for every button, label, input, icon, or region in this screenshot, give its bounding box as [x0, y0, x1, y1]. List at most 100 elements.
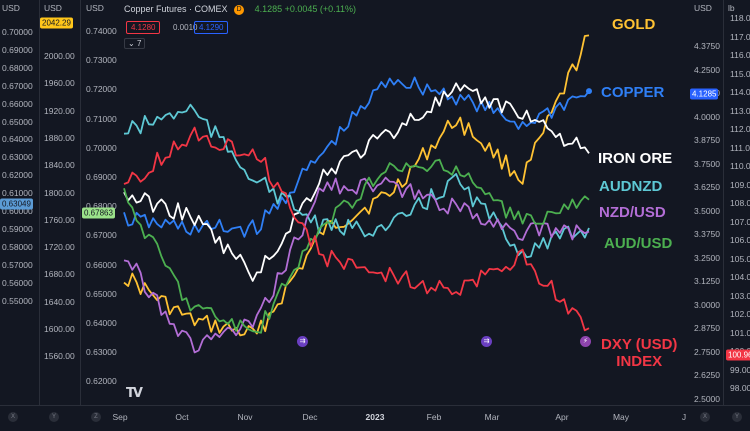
axis-tick-label: 3.8750	[694, 135, 720, 145]
axis-tick-label: 0.63000	[86, 347, 117, 358]
axis-tick-label: 112.00	[730, 124, 750, 134]
axis-tick-label: 104.00	[730, 272, 750, 282]
axis-tick-label: 0.63000	[2, 152, 33, 163]
axis-currency-label: USD	[44, 3, 62, 13]
axis-tick-label: 3.6250	[694, 182, 720, 192]
time-axis-tick: Feb	[426, 412, 442, 422]
time-axis-tick: Oct	[175, 412, 189, 422]
axis-tick-label: 1760.00	[44, 214, 75, 225]
collapse-indicators-button[interactable]: ⌄ 7	[124, 38, 146, 49]
tradingview-logo[interactable]: 𝗧𝗩	[126, 385, 143, 400]
axis-tick-label: 0.68000	[2, 62, 33, 73]
dividend-marker-icon[interactable]: ⚡	[580, 336, 591, 347]
time-axis-tick: Mar	[484, 412, 500, 422]
axis-tick-label: 0.69000	[2, 44, 33, 55]
axis-settings-button[interactable]: Z	[91, 412, 101, 422]
time-axis[interactable]: Sep Oct Nov Dec 2023 Feb Mar Apr May J X Y Z X Y	[0, 405, 750, 431]
axis-settings-button[interactable]: X	[8, 412, 18, 422]
axis-tick-label: 1800.00	[44, 187, 75, 198]
axis-tick-label: 0.60000	[2, 206, 33, 216]
axis-settings-button[interactable]: Y	[732, 412, 742, 422]
axis-tick-label: 0.58000	[2, 241, 33, 252]
symbol-title: Copper Futures · COMEX	[124, 4, 228, 14]
axis-tick-label: 1840.00	[44, 160, 75, 171]
axis-tick-label: 116.00	[730, 50, 750, 60]
label-audnzd: AUDNZD	[599, 178, 663, 195]
axis-tick-label: 105.00	[730, 253, 750, 264]
price-axis-gold[interactable]: USD 2000.00 1960.00 1920.00 1880.00 1840.00 1…	[40, 0, 78, 405]
series-line-copper[interactable]	[123, 76, 590, 238]
series-line-nzdusd[interactable]	[123, 176, 590, 354]
price-axis-dxy[interactable]: lb 118.00 117.00 116.00 115.00 114.00 113.00 1…	[726, 0, 750, 405]
axis-tick-label: 3.0000	[694, 299, 720, 310]
axis-tick-label: 0.64000	[86, 318, 117, 328]
price-axis-copper[interactable]: USD 4.37504.25004.12504.00003.87503.7500…	[690, 0, 720, 405]
axis-tick-label: 115.00	[730, 68, 750, 79]
axis-tick-label: 2.8750	[694, 323, 720, 333]
axis-tick-label: 98.00	[730, 383, 750, 393]
axis-tick-label: 3.5000	[694, 205, 720, 216]
series-line-gold[interactable]	[123, 34, 590, 337]
axis-tick-label: 0.74000	[86, 26, 117, 36]
time-axis-tick: 2023	[365, 412, 385, 422]
axis-divider	[723, 0, 724, 405]
axis-tick-label: 103.00	[730, 290, 750, 301]
series-line-audusd[interactable]	[123, 158, 590, 334]
series-line-dxy[interactable]	[123, 126, 590, 332]
axis-tick-label: 0.66000	[2, 98, 33, 109]
time-axis-tick: J	[681, 412, 687, 422]
axis-tick-label: 1640.00	[44, 296, 75, 307]
event-marker-icon[interactable]: ⇉	[481, 336, 492, 347]
axis-divider	[39, 0, 40, 405]
axis-currency-label: USD	[86, 3, 104, 13]
axis-unit-label: lb	[728, 3, 735, 13]
axis-tick-label: 0.66000	[86, 259, 117, 270]
chart-plot-area[interactable]	[116, 0, 690, 405]
axis-tick-label: 1680.00	[44, 269, 75, 280]
last-price-tag: 0.67863	[82, 207, 115, 219]
symbol-header[interactable]: Copper Futures · COMEX D 4.1285 +0.0045 …	[124, 4, 356, 15]
axis-tick-label: 0.57000	[2, 259, 33, 270]
axis-settings-button[interactable]: Y	[49, 412, 59, 422]
label-audusd: AUD/USD	[604, 235, 673, 252]
axis-tick-label: 1600.00	[44, 324, 75, 334]
axis-tick-label: 101.00	[730, 327, 750, 338]
axis-tick-label: 1720.00	[44, 242, 75, 253]
axis-settings-button[interactable]: X	[700, 412, 710, 422]
axis-tick-label: 106.00	[730, 235, 750, 245]
time-axis-tick: Dec	[302, 412, 318, 422]
chevron-down-icon: ⌄	[128, 39, 137, 48]
label-copper: COPPER	[601, 84, 665, 101]
price-axis-nzdusd[interactable]: USD 0.70000 0.69000 0.68000 0.67000 0.66000 0…	[0, 0, 38, 405]
axis-tick-label: 0.67000	[2, 80, 33, 91]
event-marker-icon[interactable]: ⇉	[297, 336, 308, 347]
axis-tick-label: 0.67000	[86, 230, 117, 241]
axis-tick-label: 99.00	[730, 364, 750, 375]
axis-tick-label: 0.64000	[2, 134, 33, 145]
axis-tick-label: 0.56000	[2, 277, 33, 288]
axis-tick-label: 0.72000	[86, 84, 117, 95]
delayed-data-badge: D	[234, 4, 245, 15]
buy-price-button[interactable]: 4.1290	[194, 21, 229, 34]
series-line-iron-ore[interactable]	[123, 82, 590, 282]
series-line-audnzd[interactable]	[123, 103, 590, 259]
axis-tick-label: 107.00	[730, 216, 750, 227]
time-axis-tick: Nov	[237, 412, 253, 422]
label-nzdusd: NZD/USD	[599, 204, 666, 221]
time-axis-tick: Sep	[112, 412, 128, 422]
axis-tick-label: 0.59000	[2, 223, 33, 234]
indicator-count: 7	[136, 39, 142, 48]
axis-currency-label: USD	[2, 3, 20, 13]
axis-tick-label: 118.00	[730, 13, 750, 23]
last-price-tag: 4.1285	[690, 88, 719, 100]
axis-tick-label: 4.3750	[694, 41, 720, 51]
axis-tick-label: 113.00	[730, 105, 750, 116]
axis-tick-label: 3.1250	[694, 276, 720, 286]
axis-tick-label: 0.71000	[86, 113, 117, 124]
label-dxy-index: DXY (USD) INDEX	[601, 336, 678, 370]
axis-tick-label: 2.7500	[694, 346, 720, 357]
axis-tick-label: 1960.00	[44, 78, 75, 89]
price-axis-audusd[interactable]: USD 0.74000 0.73000 0.72000 0.71000 0.70000 0…	[82, 0, 117, 405]
sell-price-button[interactable]: 4.1280	[126, 21, 161, 34]
axis-tick-label: 102.00	[730, 309, 750, 319]
